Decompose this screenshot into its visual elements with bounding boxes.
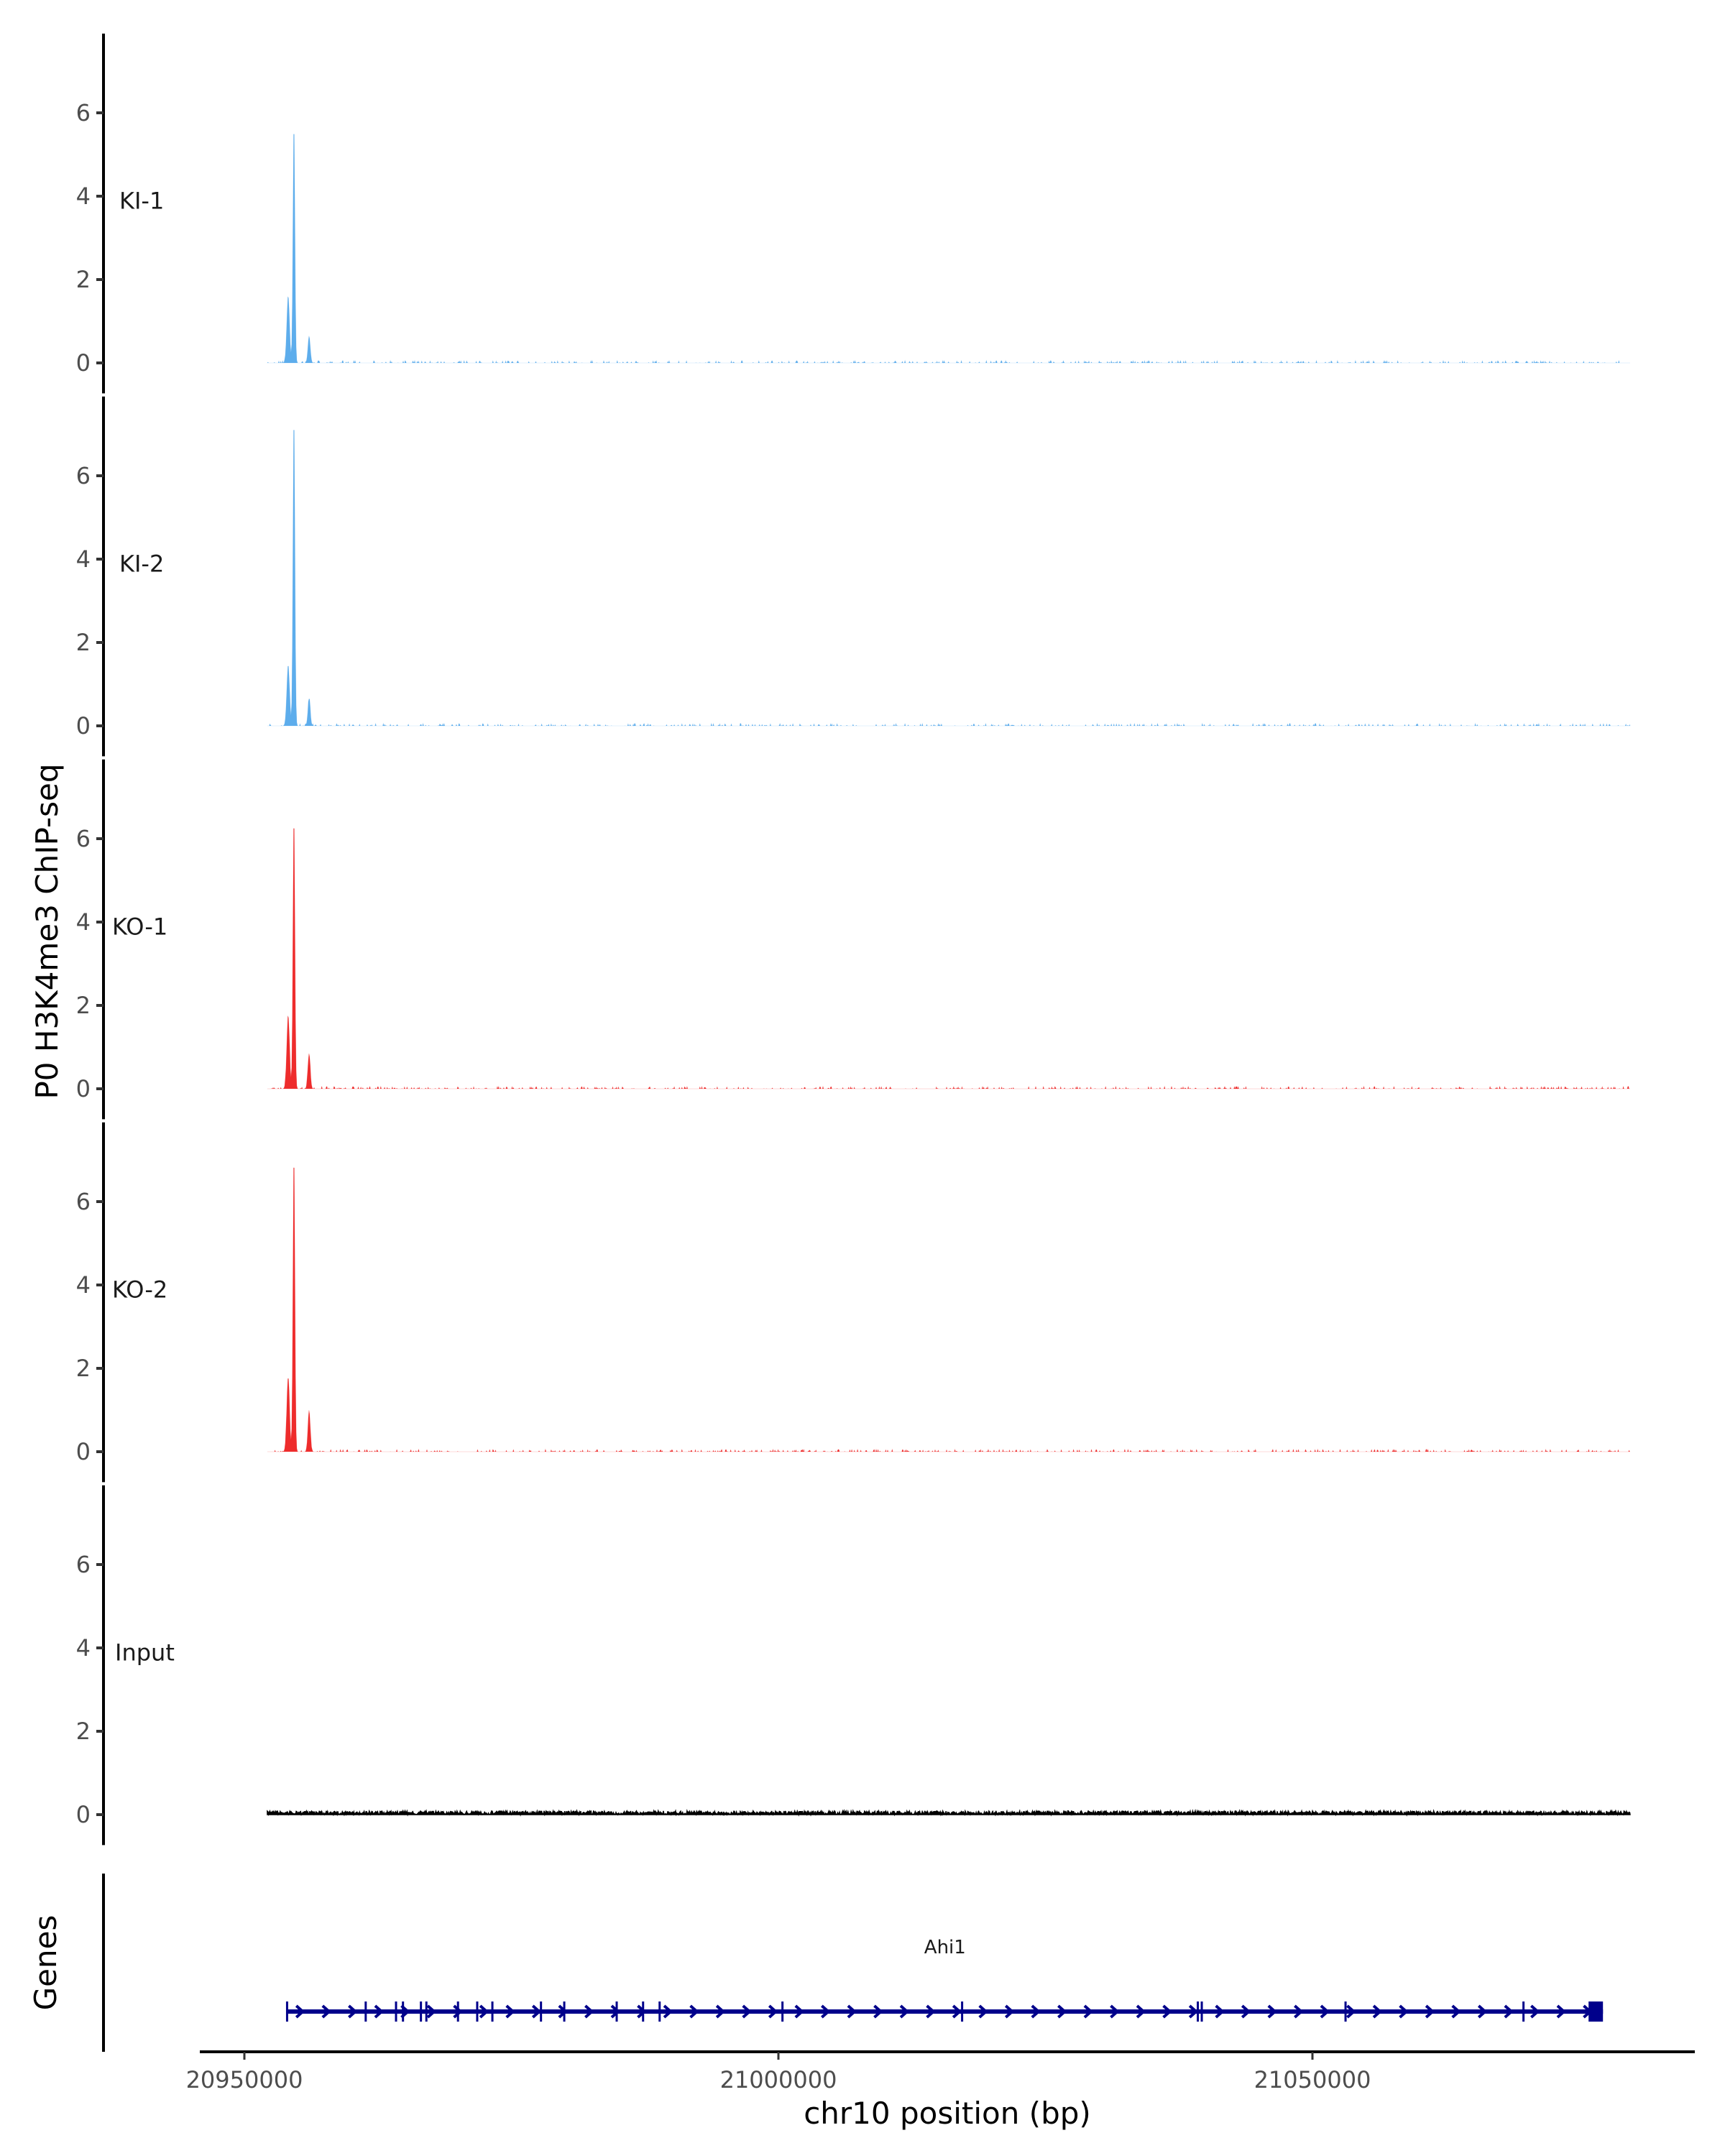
y-tick-label: 2: [76, 266, 91, 293]
track-ki-2: 0 2 4 6 KI-2: [76, 396, 1631, 757]
track-label: KI-2: [119, 550, 164, 577]
strand-arrow-icon: [1346, 2004, 1356, 2019]
strand-arrow-icon: [1320, 2004, 1330, 2019]
strand-arrow-icon: [321, 2004, 331, 2019]
x-axis-title: chr10 position (bp): [804, 2096, 1091, 2131]
strand-arrow-icon: [610, 2004, 620, 2019]
y-tick-label: 6: [76, 1188, 91, 1215]
strand-arrow-icon: [1215, 2004, 1225, 2019]
strand-arrow-icon: [1004, 2004, 1015, 2019]
y-tick-label: 0: [76, 1075, 91, 1102]
genes-panel-title: Genes: [28, 1915, 63, 2011]
strand-arrow-icon: [1031, 2004, 1041, 2019]
y-tick-label: 2: [76, 1355, 91, 1382]
strand-arrow-icon: [978, 2004, 988, 2019]
strand-arrow-icon: [742, 2004, 752, 2019]
strand-arrow-icon: [715, 2004, 726, 2019]
y-tick-label: 4: [76, 183, 91, 210]
strand-arrow-icon: [348, 2004, 358, 2019]
y-tick-label: 4: [76, 545, 91, 573]
strand-arrow-icon: [1136, 2004, 1146, 2019]
strand-arrow-icon: [899, 2004, 910, 2019]
y-axis-title: P0 H3K4me3 ChIP-seq: [29, 763, 65, 1099]
genes-panel: 20950000 21000000 21050000 Ahi1: [102, 1874, 1695, 2093]
y-tick-label: 4: [76, 1634, 91, 1662]
strand-arrow-icon: [1057, 2004, 1067, 2019]
gene-label: Ahi1: [924, 1937, 966, 1958]
strand-arrow-icon: [1399, 2004, 1409, 2019]
strand-arrow-icon: [1530, 2004, 1540, 2019]
strand-arrow-icon: [1504, 2004, 1514, 2019]
y-tick-label: 2: [76, 1718, 91, 1745]
y-tick-label: 0: [76, 1801, 91, 1828]
strand-arrow-icon: [1188, 2004, 1199, 2019]
strand-arrow-icon: [663, 2004, 673, 2019]
strand-arrow-icon: [1372, 2004, 1383, 2019]
strand-arrow-icon: [1083, 2004, 1093, 2019]
strand-arrow-icon: [847, 2004, 857, 2019]
signal-area-ki-1: [267, 134, 1630, 364]
signal-area-ko-1: [267, 828, 1630, 1090]
strand-arrow-icon: [426, 2004, 437, 2019]
strand-arrow-icon: [873, 2004, 883, 2019]
strand-arrow-icon: [479, 2004, 489, 2019]
track-label: Input: [115, 1639, 175, 1666]
y-tick-label: 6: [76, 1551, 91, 1578]
strand-arrow-icon: [1477, 2004, 1488, 2019]
strand-arrow-icon: [637, 2004, 647, 2019]
strand-arrow-icon: [1241, 2004, 1251, 2019]
track-input: 0 2 4 6 Input: [76, 1485, 1631, 1846]
strand-arrow-icon: [505, 2004, 515, 2019]
strand-arrow-icon: [821, 2004, 831, 2019]
y-tick-label: 0: [76, 349, 91, 377]
x-tick-label: 20950000: [186, 2066, 303, 2093]
strand-arrow-icon: [1110, 2004, 1120, 2019]
strand-arrow-icon: [295, 2004, 305, 2019]
y-tick-label: 6: [76, 99, 91, 126]
strand-arrow-icon: [453, 2004, 463, 2019]
y-tick-label: 6: [76, 462, 91, 489]
y-tick-label: 6: [76, 825, 91, 852]
strand-arrow-icon: [794, 2004, 804, 2019]
strand-arrow-icon: [558, 2004, 568, 2019]
y-tick-label: 0: [76, 712, 91, 740]
utr-exon: [1588, 2001, 1604, 2022]
signal-area-ko-2: [267, 1167, 1630, 1453]
signal-area-ki-2: [267, 430, 1631, 727]
track-label: KO-2: [112, 1276, 167, 1303]
strand-arrow-icon: [1267, 2004, 1277, 2019]
strand-arrow-icon: [1556, 2004, 1566, 2019]
strand-arrow-icon: [1162, 2004, 1172, 2019]
strand-arrow-icon: [584, 2004, 594, 2019]
track-ko-1: 0 2 4 6 KO-1: [76, 759, 1630, 1120]
strand-arrow-icon: [1425, 2004, 1435, 2019]
y-tick-label: 0: [76, 1438, 91, 1465]
x-tick-label: 21000000: [720, 2066, 837, 2093]
y-tick-label: 4: [76, 908, 91, 936]
track-ki-1: 0 2 4 6 KI-1: [76, 33, 1630, 394]
track-label: KO-1: [112, 913, 167, 940]
strand-arrow-icon: [768, 2004, 778, 2019]
y-tick-label: 4: [76, 1271, 91, 1299]
strand-arrow-icon: [374, 2004, 384, 2019]
track-ko-2: 0 2 4 6 KO-2: [76, 1122, 1630, 1483]
strand-arrow-icon: [952, 2004, 962, 2019]
track-label: KI-1: [119, 187, 164, 214]
tracks: 0 2 4 6 KI-1 0 2 4 6 KI-2 0 2 4 6 KO-1 0 2 4 6 KO-2 0 2 4 6 Inpu…: [76, 33, 1631, 1846]
strand-arrow-icon: [1294, 2004, 1304, 2019]
strand-arrow-icon: [926, 2004, 936, 2019]
signal-area-input: [267, 1808, 1631, 1817]
strand-arrow-icon: [531, 2004, 542, 2019]
y-tick-label: 2: [76, 992, 91, 1019]
strand-arrow-icon: [1451, 2004, 1461, 2019]
x-tick-label: 21050000: [1254, 2066, 1371, 2093]
y-tick-label: 2: [76, 629, 91, 656]
strand-arrow-icon: [689, 2004, 699, 2019]
